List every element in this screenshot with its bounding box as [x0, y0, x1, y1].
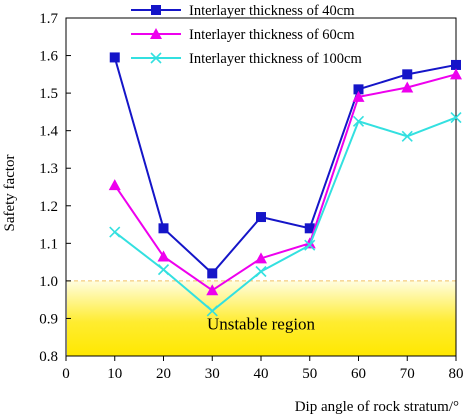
data-point-square — [451, 59, 461, 70]
unstable-region-band — [67, 280, 456, 356]
legend-item-1: Interlayer thickness of 40cm — [131, 3, 355, 19]
data-point-x-stroke — [352, 115, 365, 127]
series-line — [113, 73, 457, 292]
data-point-triangle — [206, 284, 219, 296]
x-tick-label: 60 — [351, 366, 366, 382]
data-point-x-stroke — [157, 264, 170, 276]
x-tick-label: 0 — [62, 366, 70, 382]
data-point-x-stroke — [206, 305, 218, 317]
y-tick-label: 1.2 — [39, 199, 58, 215]
data-point-triangle — [150, 28, 162, 39]
data-point-triangle — [255, 252, 267, 264]
legend-item-3: Interlayer thickness of 100cm — [131, 51, 362, 67]
y-tick-label: 1.6 — [39, 49, 58, 65]
y-tick-label: 1.3 — [39, 161, 58, 177]
x-tick-label: 70 — [400, 366, 415, 382]
data-point-triangle — [401, 81, 414, 93]
data-point-triangle — [157, 250, 170, 262]
data-point-x-stroke — [255, 265, 267, 278]
data-point-x — [206, 305, 218, 317]
data-point-triangle — [450, 68, 462, 80]
data-point-triangle — [108, 179, 121, 191]
data-point-x — [109, 226, 121, 238]
data-point-square — [256, 212, 266, 223]
data-point-square — [151, 5, 161, 15]
data-point-x-stroke — [401, 130, 413, 142]
data-point-x-stroke — [150, 52, 162, 64]
y-tick-label: 0.9 — [39, 311, 58, 327]
data-point-x — [352, 115, 365, 127]
series-1 — [109, 52, 461, 279]
data-point-x-stroke — [450, 111, 462, 124]
x-tick-label: 10 — [107, 366, 122, 382]
data-point-x — [150, 52, 162, 64]
x-tick-label: 30 — [205, 366, 220, 382]
series-2 — [108, 68, 462, 296]
data-point-triangle — [352, 90, 365, 102]
legend-label: Interlayer thickness of 60cm — [189, 27, 355, 43]
data-point-square — [304, 223, 315, 234]
data-point-x-stroke — [109, 226, 121, 238]
data-point-square — [109, 52, 120, 63]
x-tick-label: 40 — [254, 366, 269, 382]
legend-item-2: Interlayer thickness of 60cm — [131, 27, 355, 43]
data-point-square — [158, 223, 169, 234]
series-3 — [109, 111, 462, 317]
plot-series — [108, 52, 462, 317]
x-tick-label: 80 — [449, 366, 464, 382]
y-tick-label: 0.8 — [39, 349, 58, 365]
y-tick-label: 1.1 — [39, 236, 58, 252]
data-point-x — [157, 264, 170, 276]
legend-label: Interlayer thickness of 100cm — [189, 51, 362, 67]
data-point-x — [450, 111, 462, 124]
x-tick-label: 20 — [156, 366, 171, 382]
legend-label: Interlayer thickness of 40cm — [189, 3, 355, 19]
y-tick-label: 1.0 — [39, 274, 58, 290]
data-point-x — [401, 130, 413, 142]
y-tick-label: 1.7 — [39, 11, 58, 27]
x-axis-label: Dip angle of rock stratum/° — [295, 399, 459, 415]
data-point-x — [304, 239, 316, 251]
y-tick-label: 1.4 — [39, 124, 58, 140]
data-point-x — [255, 265, 267, 278]
y-tick-label: 1.5 — [39, 86, 58, 102]
data-point-x-stroke — [304, 239, 316, 251]
y-axis-label: Safety factor — [2, 154, 18, 231]
series-line — [114, 116, 457, 313]
series-line — [113, 57, 457, 275]
unstable-region-label: Unstable region — [207, 315, 316, 334]
x-tick-label: 50 — [302, 366, 317, 382]
data-point-square — [402, 69, 413, 80]
data-point-square — [207, 268, 218, 279]
legend: Interlayer thickness of 40cm Interlayer t… — [131, 3, 362, 67]
data-point-square — [353, 84, 364, 95]
plot-axes: 0 10 20 30 40 50 60 70 80 0.8 0.9 1.0 1.1 1.2 1.3 1.4 1.… — [39, 11, 463, 382]
